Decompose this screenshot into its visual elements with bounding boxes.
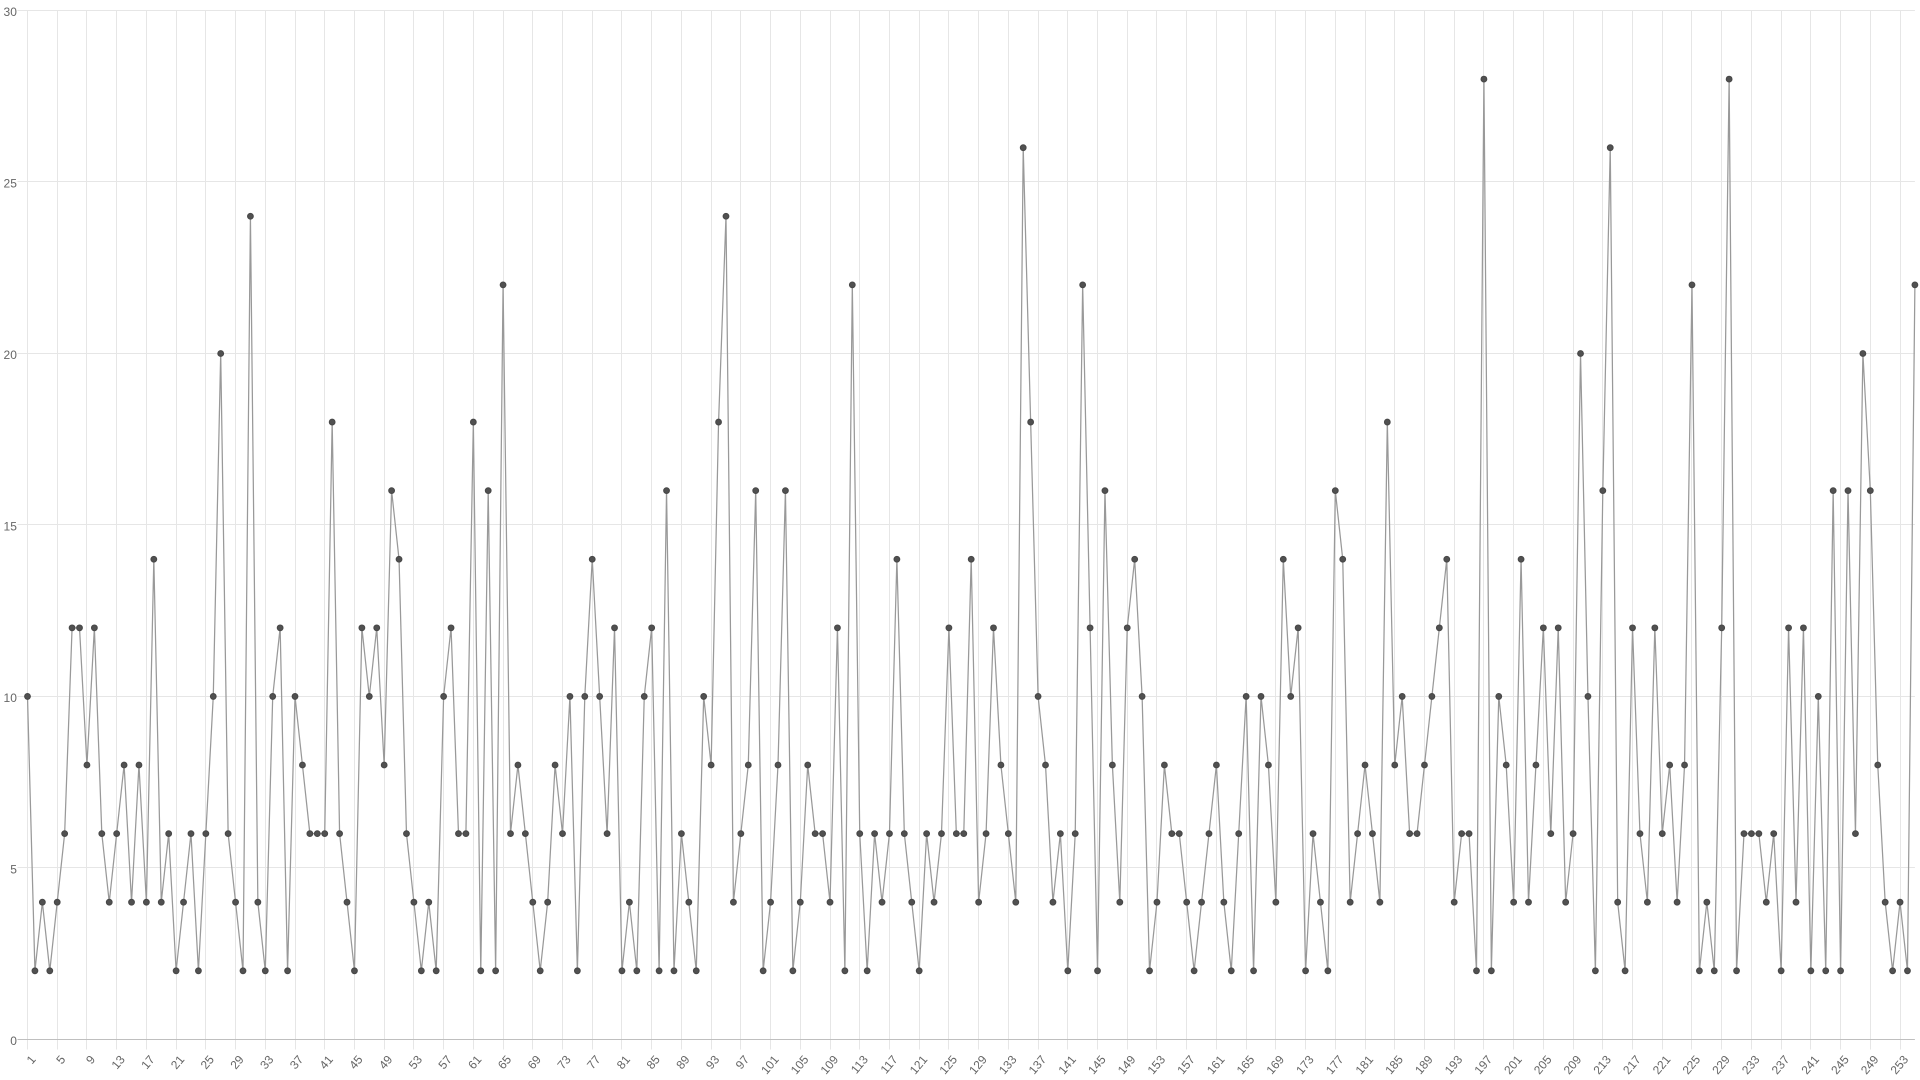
svg-text:15: 15 — [4, 519, 18, 533]
svg-text:0: 0 — [10, 1034, 17, 1048]
svg-text:20: 20 — [4, 348, 18, 362]
svg-text:25: 25 — [4, 176, 18, 190]
svg-text:10: 10 — [4, 691, 18, 705]
svg-text:5: 5 — [10, 862, 17, 876]
svg-text:30: 30 — [4, 5, 18, 19]
